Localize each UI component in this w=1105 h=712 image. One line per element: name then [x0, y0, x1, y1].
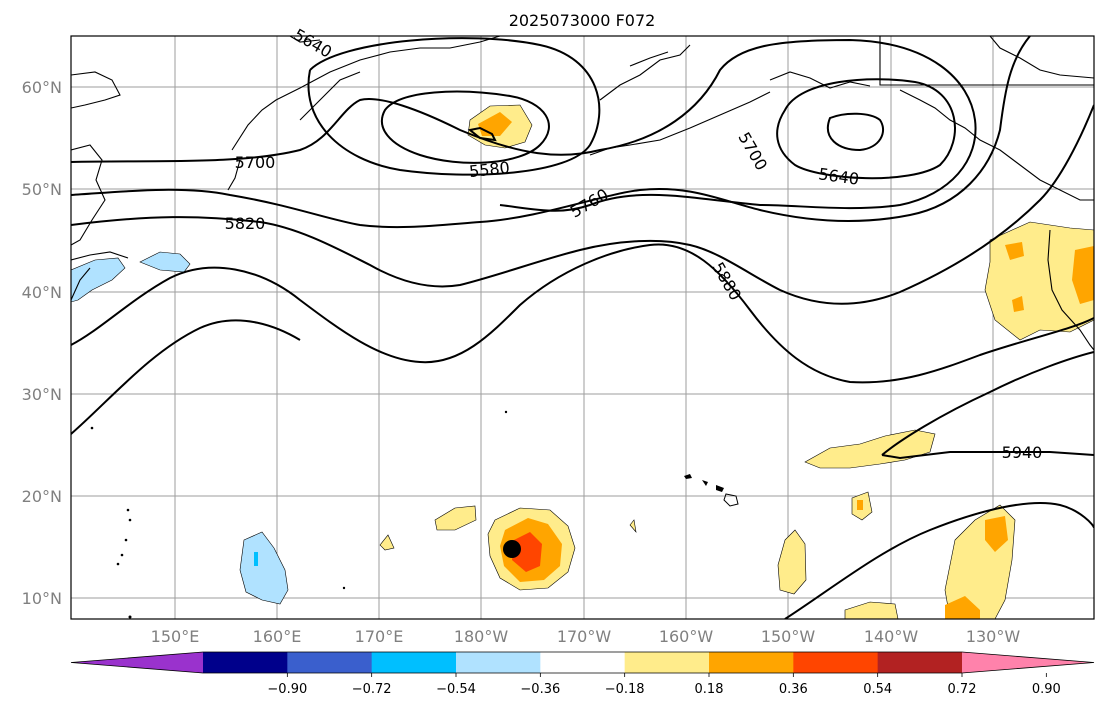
colorbar-tick-label: 0.72	[948, 682, 977, 697]
storm-center-dot	[503, 540, 521, 558]
lon-label-170w: 170°W	[557, 627, 612, 646]
lon-label-130w: 130°W	[966, 627, 1021, 646]
contour-label-5940: 5940	[1002, 443, 1043, 462]
colorbar-segment	[624, 652, 710, 673]
map-area	[71, 36, 1094, 619]
colorbar-segment	[203, 652, 288, 673]
islands	[90, 410, 739, 619]
lat-label-60n: 60°N	[22, 78, 62, 97]
colorbar-segment	[287, 652, 373, 673]
lat-label-40n: 40°N	[22, 283, 62, 302]
colorbar-tick-label: 0.36	[779, 682, 808, 697]
colorbar-tick-label: −0.36	[520, 682, 560, 697]
contour-label-5820: 5820	[225, 214, 266, 233]
colorbar: −0.90 −0.72 −0.54 −0.36 −0.18 0.18 0.36 0.54 0.7…	[70, 651, 1095, 697]
negative-shading	[71, 251, 289, 605]
gridlines	[71, 36, 1094, 619]
colorbar-extend-high	[962, 652, 1094, 673]
lon-label-180w: 180°W	[454, 627, 509, 646]
lon-label-170e: 170°E	[355, 627, 404, 646]
colorbar-segment	[709, 652, 794, 673]
lon-label-160w: 160°W	[659, 627, 714, 646]
latitude-labels: 60°N 50°N 40°N 30°N 20°N 10°N	[22, 78, 62, 608]
colorbar-tick-label: −0.18	[605, 682, 645, 697]
colorbar-tick-label: −0.72	[352, 682, 392, 697]
colorbar-segment	[371, 652, 457, 673]
map-title: 2025073000 F072	[509, 11, 656, 30]
map-frame	[70, 35, 1095, 620]
lon-label-140w: 140°W	[864, 627, 919, 646]
lon-label-150w: 150°W	[761, 627, 816, 646]
lat-label-10n: 10°N	[22, 589, 62, 608]
colorbar-tick-label: 0.18	[695, 682, 724, 697]
colorbar-segment	[793, 652, 879, 673]
colorbar-tick-label: 0.90	[1032, 682, 1061, 697]
colorbar-segment	[877, 652, 963, 673]
lon-label-160e: 160°E	[253, 627, 302, 646]
colorbar-extend-low	[71, 652, 203, 673]
contour-label-5580: 5580	[468, 158, 510, 181]
colorbar-tick-label: −0.54	[436, 682, 476, 697]
colorbar-outline	[70, 651, 1095, 674]
height-contours	[71, 36, 1094, 619]
colorbar-tick-label: −0.90	[267, 682, 307, 697]
colorbar-segment	[456, 652, 541, 673]
colorbar-segment	[540, 652, 626, 673]
longitude-labels: 150°E 160°E 170°E 180°W 170°W 160°W 150°…	[151, 627, 1021, 646]
lat-label-50n: 50°N	[22, 180, 62, 199]
colorbar-tick-label: 0.54	[863, 682, 892, 697]
lon-label-150e: 150°E	[151, 627, 200, 646]
lat-label-30n: 30°N	[22, 385, 62, 404]
contour-label-5700-west: 5700	[235, 153, 276, 172]
positive-shading	[379, 104, 1094, 619]
lat-label-20n: 20°N	[22, 487, 62, 506]
